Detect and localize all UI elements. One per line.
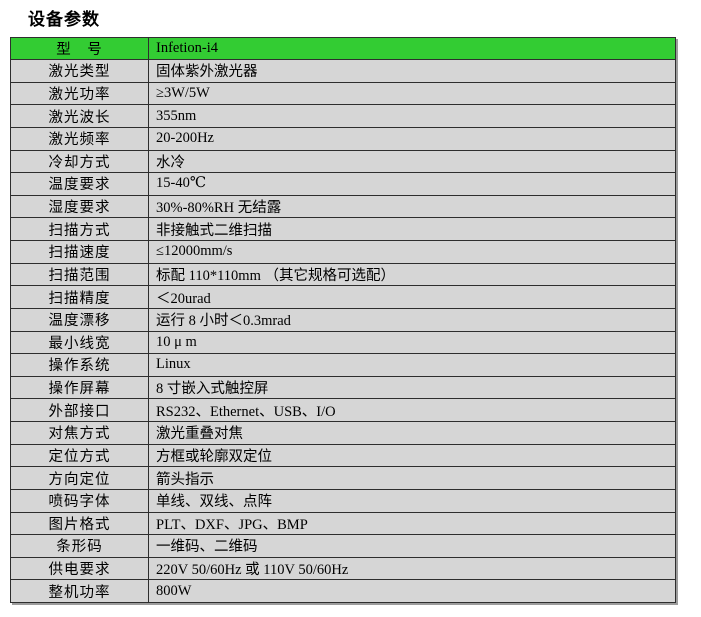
model-header-value: Infetion-i4: [148, 37, 676, 60]
spec-value: 10 μ m: [148, 330, 676, 355]
table-row: 激光功率 ≥3W/5W: [10, 81, 676, 106]
table-row: 激光波长 355nm: [10, 104, 676, 128]
spec-label: 定位方式: [10, 443, 149, 468]
spec-value: 单线、双线、点阵: [148, 488, 676, 513]
spec-label: 温度漂移: [10, 307, 149, 332]
spec-label: 激光频率: [10, 126, 149, 151]
table-row: 喷码字体 单线、双线、点阵: [10, 488, 676, 513]
table-row: 冷却方式 水冷: [10, 149, 676, 174]
spec-value: PLT、DXF、JPG、BMP: [148, 511, 676, 536]
table-row: 整机功率 800W: [10, 579, 676, 603]
spec-value: 激光重叠对焦: [148, 421, 676, 445]
spec-label: 整机功率: [10, 579, 149, 603]
spec-value: 固体紫外激光器: [148, 59, 676, 83]
spec-label: 方向定位: [10, 466, 149, 490]
table-row: 湿度要求 30%-80%RH 无结露: [10, 194, 676, 219]
table-row: 条形码 一维码、二维码: [10, 534, 676, 558]
spec-label: 激光功率: [10, 81, 149, 106]
table-row: 温度要求 15-40℃: [10, 172, 676, 196]
table-row: 激光类型 固体紫外激光器: [10, 59, 676, 83]
spec-label: 激光波长: [10, 104, 149, 128]
table-header-row: 型 号 Infetion-i4: [10, 37, 676, 60]
spec-label: 条形码: [10, 534, 149, 558]
spec-value: RS232、Ethernet、USB、I/O: [148, 398, 676, 422]
table-row: 供电要求 220V 50/60Hz 或 110V 50/60Hz: [10, 556, 676, 581]
spec-value: 15-40℃: [148, 172, 676, 196]
spec-value: 220V 50/60Hz 或 110V 50/60Hz: [148, 556, 676, 581]
spec-value: 方框或轮廓双定位: [148, 443, 676, 468]
spec-table: 型 号 Infetion-i4 激光类型 固体紫外激光器 激光功率 ≥3W/5W 激光波…: [10, 37, 676, 603]
spec-label: 图片格式: [10, 511, 149, 536]
table-row: 扫描速度 ≤12000mm/s: [10, 240, 676, 264]
table-body: 激光类型 固体紫外激光器 激光功率 ≥3W/5W 激光波长 355nm 激光频率 20-200…: [10, 59, 676, 603]
spec-value: ＜20urad: [148, 285, 676, 309]
spec-value: 水冷: [148, 149, 676, 174]
spec-value: 800W: [148, 579, 676, 603]
spec-value: ≥3W/5W: [148, 81, 676, 106]
spec-value: 一维码、二维码: [148, 534, 676, 558]
table-row: 对焦方式 激光重叠对焦: [10, 421, 676, 445]
table-row: 操作系统 Linux: [10, 353, 676, 377]
spec-label: 扫描速度: [10, 240, 149, 264]
table-row: 方向定位 箭头指示: [10, 466, 676, 490]
spec-value: 非接触式二维扫描: [148, 217, 676, 241]
spec-value: Linux: [148, 353, 676, 377]
table-row: 操作屏幕 8 寸嵌入式触控屏: [10, 375, 676, 400]
table-row: 最小线宽 10 μ m: [10, 330, 676, 355]
spec-label: 对焦方式: [10, 421, 149, 445]
table-row: 外部接口 RS232、Ethernet、USB、I/O: [10, 398, 676, 422]
spec-value: 355nm: [148, 104, 676, 128]
table-row: 扫描精度 ＜20urad: [10, 285, 676, 309]
spec-label: 扫描方式: [10, 217, 149, 241]
spec-value: 8 寸嵌入式触控屏: [148, 375, 676, 400]
spec-label: 湿度要求: [10, 194, 149, 219]
table-row: 扫描范围 标配 110*110mm （其它规格可选配）: [10, 262, 676, 287]
spec-value: ≤12000mm/s: [148, 240, 676, 264]
spec-value: 运行 8 小时＜0.3mrad: [148, 307, 676, 332]
spec-label: 冷却方式: [10, 149, 149, 174]
spec-value: 20-200Hz: [148, 126, 676, 151]
spec-label: 扫描精度: [10, 285, 149, 309]
spec-label: 外部接口: [10, 398, 149, 422]
spec-label: 激光类型: [10, 59, 149, 83]
spec-label: 操作屏幕: [10, 375, 149, 400]
spec-value: 箭头指示: [148, 466, 676, 490]
spec-value: 标配 110*110mm （其它规格可选配）: [148, 262, 676, 287]
table-row: 扫描方式 非接触式二维扫描: [10, 217, 676, 241]
spec-label: 温度要求: [10, 172, 149, 196]
spec-label: 供电要求: [10, 556, 149, 581]
page-title: 设备参数: [28, 10, 100, 29]
spec-value: 30%-80%RH 无结露: [148, 194, 676, 219]
table-header: 型 号 Infetion-i4: [10, 37, 676, 60]
table-row: 图片格式 PLT、DXF、JPG、BMP: [10, 511, 676, 536]
spec-label: 喷码字体: [10, 488, 149, 513]
table-row: 激光频率 20-200Hz: [10, 126, 676, 151]
spec-label: 操作系统: [10, 353, 149, 377]
model-header-label: 型 号: [10, 37, 149, 60]
table-row: 温度漂移 运行 8 小时＜0.3mrad: [10, 307, 676, 332]
spec-label: 最小线宽: [10, 330, 149, 355]
spec-label: 扫描范围: [10, 262, 149, 287]
table-row: 定位方式 方框或轮廓双定位: [10, 443, 676, 468]
